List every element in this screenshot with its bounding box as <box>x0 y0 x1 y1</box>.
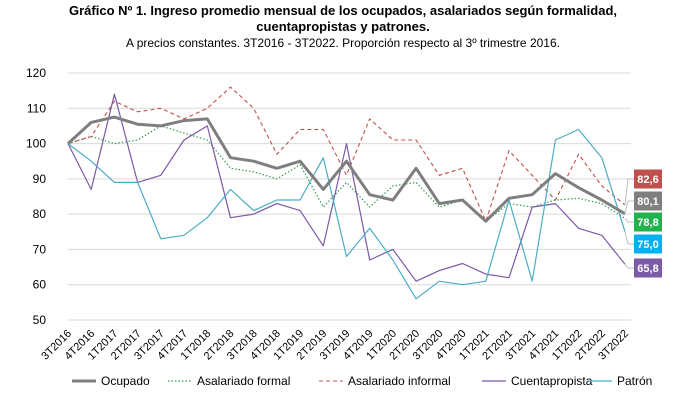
end-label-value: 78,8 <box>637 217 658 229</box>
end-label-value: 82,6 <box>637 174 658 186</box>
end-label-value: 65,8 <box>637 263 658 275</box>
series-line-asalariado-informal <box>68 87 625 221</box>
end-labels: 82,6 80,1 78,8 75,0 65,8 <box>625 170 662 278</box>
y-tick-label: 50 <box>33 313 47 327</box>
chart-subtitle: A precios constantes. 3T2016 - 3T2022. P… <box>126 36 560 50</box>
y-tick-label: 110 <box>27 101 46 115</box>
end-label-leader <box>625 264 634 268</box>
series-layer <box>68 87 625 299</box>
chart-title-line1: Gráfico Nº 1. Ingreso promedio mensual d… <box>69 3 617 18</box>
legend-label: Patrón <box>617 374 652 388</box>
series-line-asalariado-formal <box>68 126 625 221</box>
chart-title-line2: cuentapropistas y patrones. <box>256 19 429 34</box>
legend-label: Cuentapropista <box>511 374 593 388</box>
y-tick-label: 90 <box>33 172 47 186</box>
legend-label: Ocupado <box>101 374 150 388</box>
y-tick-label: 70 <box>33 242 47 256</box>
end-label-leader <box>625 218 634 222</box>
y-tick-label: 100 <box>26 137 46 151</box>
y-tick-label: 120 <box>26 66 46 80</box>
legend-label: Asalariado informal <box>348 374 451 388</box>
chart-legend: Ocupado Asalariado formal Asalariado infor… <box>72 374 652 388</box>
end-label-leader <box>625 232 634 244</box>
end-label-value: 80,1 <box>637 196 658 208</box>
y-tick-label: 60 <box>33 278 47 292</box>
end-label-leader <box>625 201 634 214</box>
y-tick-label: 80 <box>33 207 47 221</box>
legend-label: Asalariado formal <box>197 374 290 388</box>
end-label-value: 75,0 <box>637 239 658 251</box>
